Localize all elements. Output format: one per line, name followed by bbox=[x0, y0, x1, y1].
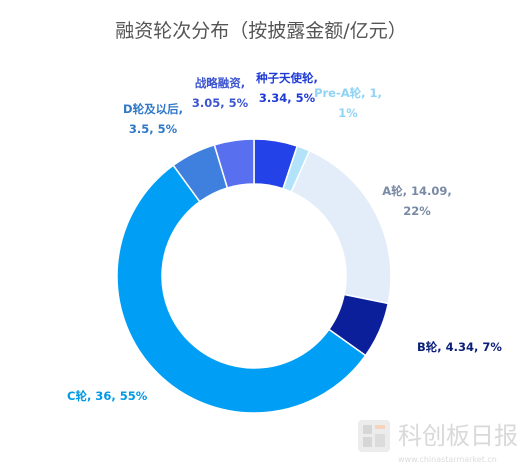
watermark-url: www.chinastarmarket.cn bbox=[398, 455, 497, 464]
watermark-name: 科创板日报 bbox=[398, 422, 518, 450]
watermark: 科创板日报 www.chinastarmarket.cn bbox=[358, 420, 518, 464]
slice-label-line: 战略融资, bbox=[195, 76, 245, 90]
slice-label-line: 22% bbox=[403, 204, 431, 218]
slice-label-line: 1% bbox=[338, 106, 358, 120]
slice-7 bbox=[213, 138, 255, 189]
slice-labels: 种子天使轮, 3.34, 5%Pre-A轮, 1, 1% A轮, 14.09, 22% B… bbox=[67, 71, 502, 403]
slice-label-line: 3.5, 5% bbox=[129, 122, 178, 136]
slice-label-line: Pre-A轮, 1, bbox=[314, 86, 382, 100]
slice-label-line: 3.34, 5% bbox=[259, 91, 316, 105]
slice-label-line: D轮及以后, bbox=[123, 102, 183, 116]
slice-label-6: D轮及以后, 3.5, 5% bbox=[123, 102, 183, 136]
donut-slices bbox=[116, 138, 392, 414]
chart-title: 融资轮次分布（按披露金额/亿元） bbox=[115, 20, 406, 42]
slice-label-4: B轮, 4.34, 7% bbox=[417, 340, 502, 354]
slice-label-line: 种子天使轮, bbox=[255, 71, 318, 85]
slice-3 bbox=[290, 149, 392, 305]
slice-5 bbox=[116, 164, 367, 414]
slice-label-line: C轮, 36, 55% bbox=[67, 389, 148, 403]
slice-label-3: A轮, 14.09, 22% bbox=[382, 184, 452, 218]
slice-label-line: B轮, 4.34, 7% bbox=[417, 340, 502, 354]
slice-label-7: 战略融资, 3.05, 5% bbox=[192, 76, 249, 110]
slice-label-5: C轮, 36, 55% bbox=[67, 389, 148, 403]
watermark-logo-icon bbox=[358, 420, 390, 452]
slice-label-1: 种子天使轮, 3.34, 5% bbox=[255, 71, 318, 105]
slice-label-line: A轮, 14.09, bbox=[382, 184, 452, 198]
slice-label-2: Pre-A轮, 1, 1% bbox=[314, 86, 382, 120]
slice-label-line: 3.05, 5% bbox=[192, 96, 249, 110]
